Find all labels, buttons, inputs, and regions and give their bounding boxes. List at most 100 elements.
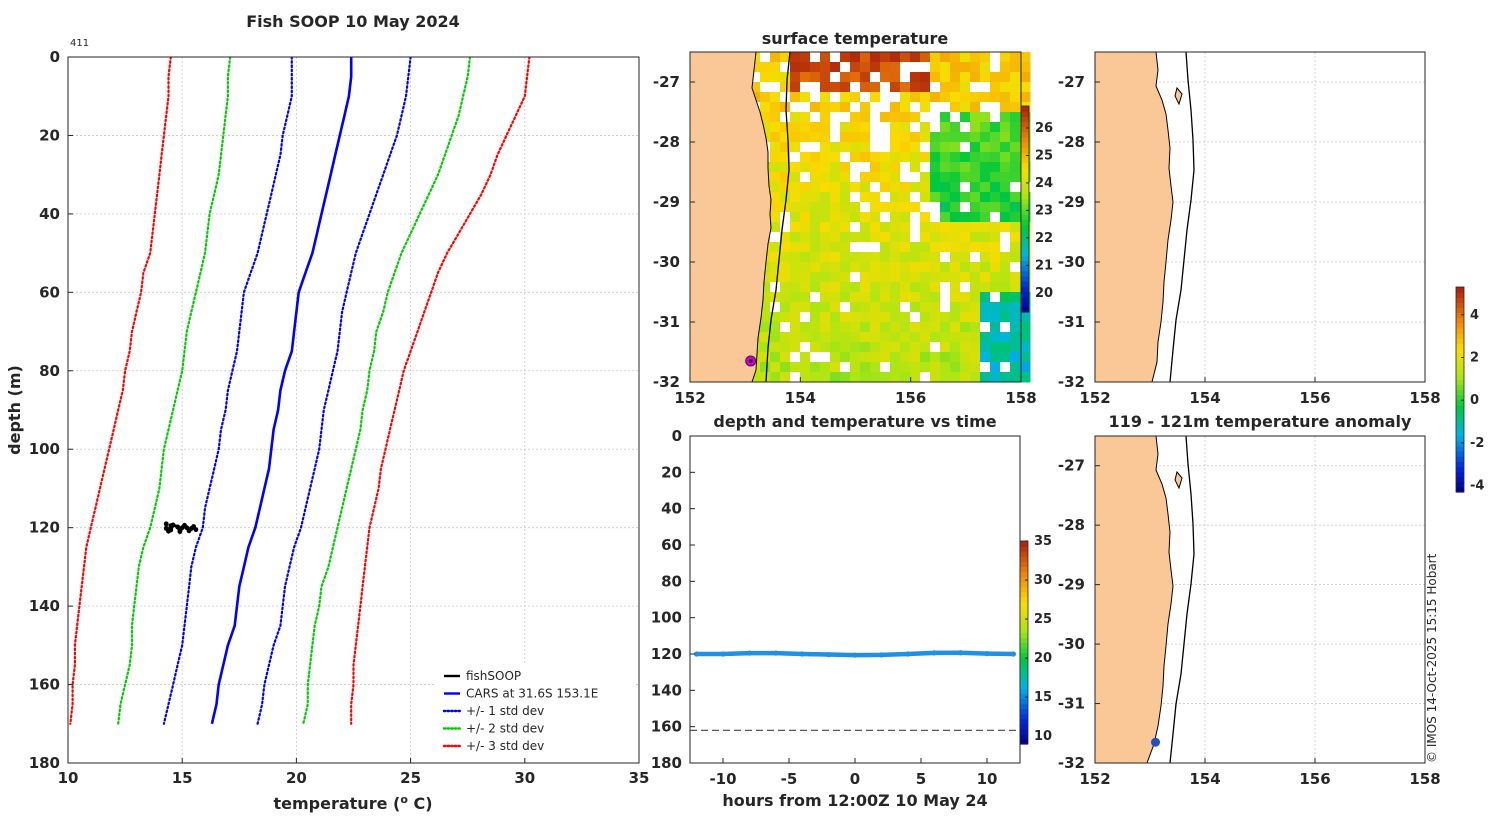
sst-cell [890,192,901,203]
map-y-tick-label: -27 [1058,73,1085,91]
anomaly-colorbar-segment [1456,399,1464,406]
sst-cell [900,112,911,123]
sst-cell [930,132,941,143]
sst-cell [980,372,991,383]
sst-cell [760,282,771,293]
sst-cell [860,292,871,303]
sst-cell [940,312,951,323]
sst-cell [980,52,991,63]
sst-cell [900,122,911,133]
timeseries-track-point [773,650,779,656]
sst-cell [960,132,971,143]
sst-cell [830,312,841,323]
sst-cell [970,272,981,283]
sst-cell [980,332,991,343]
sst-cell [790,92,801,103]
sst-cell [890,282,901,293]
timeseries-colorbar-segment [1020,596,1028,603]
sst-cell [1000,342,1011,353]
sst-cell [870,372,881,383]
sst-cell [970,82,981,93]
sst-cell [980,252,991,263]
sst-cell [880,302,891,313]
legend-label: CARS at 31.6S 153.1E [466,687,598,701]
profile-y-tick-label: 100 [29,440,60,458]
sst-cell [870,72,881,83]
sst-title: surface temperature [762,29,949,48]
sst-cell [860,182,871,193]
sst-cell [920,52,931,63]
sst-cell [930,152,941,163]
sst-cell [910,272,921,283]
sst-cell [980,232,991,243]
sst-cell [760,122,771,133]
sst-cell [990,112,1001,123]
sst-cell [850,122,861,133]
sst-cell [880,142,891,153]
sst-cell [880,122,891,133]
sst-cell [970,192,981,203]
sst-cell [970,352,981,363]
sst-cell [770,152,781,163]
sst-cell [890,142,901,153]
map-x-tick-label: 152 [1079,389,1110,407]
sst-cell [960,332,971,343]
sst-cell [780,262,791,273]
sst-cell [820,372,831,383]
sst-cell [1010,272,1021,283]
sst-cell [960,182,971,193]
sst-cell [800,262,811,273]
sst-cell [920,262,931,273]
sst-cell [1000,212,1011,223]
sst-cell [780,122,791,133]
sst-colorbar-segment [1021,239,1029,246]
sst-cell [770,242,781,253]
sst-cell [1010,112,1021,123]
sst-cell [790,122,801,133]
timeseries-y-tick-label: 140 [651,681,682,699]
sst-cell [1010,342,1021,353]
sst-cell [990,122,1001,133]
sst-cell [810,92,821,103]
sst-cell [820,112,831,123]
sst-cell [760,52,771,63]
profile-y-tick-label: 120 [29,519,60,537]
timeseries-colorbar-segment [1020,693,1028,699]
profile-y-tick-label: 40 [39,205,60,223]
sst-cell [1000,362,1011,373]
timeseries-colorbar-segment [1020,566,1028,573]
legend-label: +/- 1 std dev [466,704,544,718]
anomaly-colorbar-segment [1456,312,1464,319]
sst-cell [970,92,981,103]
timeseries-colorbar-segment [1020,662,1028,669]
sst-cell [970,252,981,263]
sst-cell [780,222,791,233]
sst-colorbar-segment [1021,301,1029,308]
sst-colorbar-segment [1021,162,1029,169]
sst-cell [930,102,941,113]
sst-cell [860,232,871,243]
sst-cell [940,52,951,63]
sst-cell [800,252,811,263]
sst-cell [920,152,931,163]
sst-cell [860,102,871,113]
sst-cell [760,352,771,363]
sst-cell [800,322,811,333]
sst-cell [860,312,871,323]
sst-cell [900,372,911,383]
sst-cell [770,92,781,103]
coast-map-axes-box [1094,51,1426,383]
profile-y-tick-label: 180 [29,754,60,772]
sst-cell [860,162,871,173]
sst-cell [800,72,811,83]
sst-colorbar-tick-label: 21 [1035,258,1053,273]
sst-cell [820,72,831,83]
sst-cell [980,292,991,303]
sst-cell [930,182,941,193]
sst-cell [890,352,901,363]
sst-cell [950,212,961,223]
sst-cell [880,62,891,73]
sst-cell [860,132,871,143]
timeseries-colorbar-segment [1020,728,1028,735]
sst-cell [760,112,771,123]
